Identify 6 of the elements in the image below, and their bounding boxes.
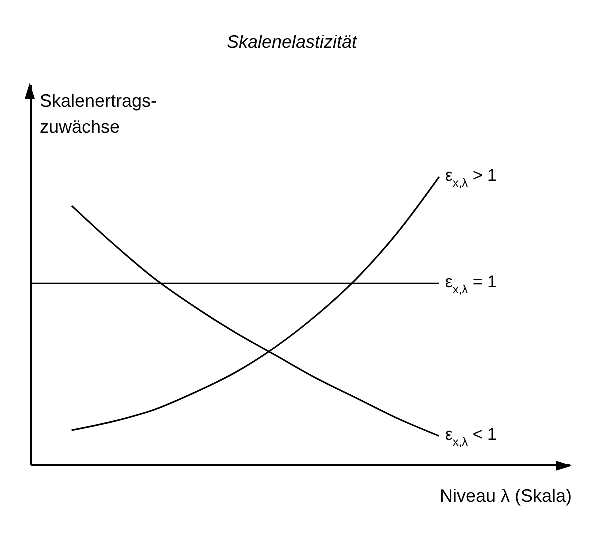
x-axis-title: Niveau λ (Skala): [440, 486, 572, 506]
series-label: ε$_{x,λ}$ > 1: [445, 166, 497, 190]
chart-title: Skalenelastizität: [226, 32, 358, 52]
y-axis-title: Skalenertrags- zuwächse: [40, 91, 158, 137]
series-label: ε$_{x,λ}$ < 1: [445, 426, 497, 450]
series-label: ε$_{x,λ}$ = 1: [445, 273, 497, 297]
